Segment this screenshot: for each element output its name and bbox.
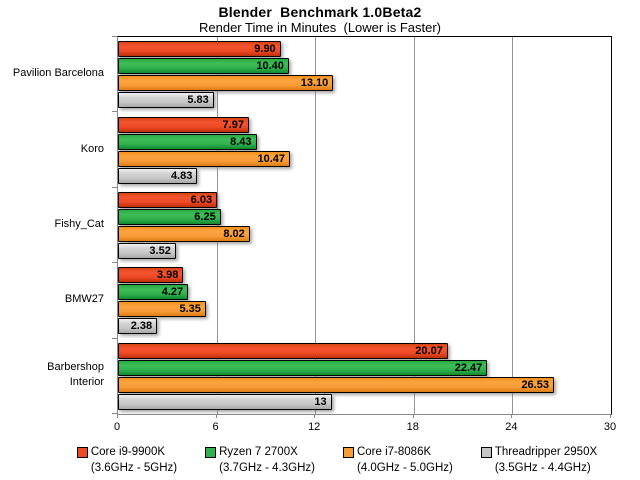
x-axis-label: 30 [603, 421, 617, 433]
bar-value-label: 5.35 [179, 303, 201, 316]
x-axis-label: 24 [505, 421, 518, 433]
x-axis-label: 6 [212, 421, 219, 433]
legend-item-3: Threadripper 2950X (3.5GHz - 4.4GHz) [480, 444, 597, 476]
gridline-18 [413, 37, 415, 414]
legend-series-name: Threadripper 2950X [494, 446, 598, 458]
bar-value-label: 3.98 [156, 269, 179, 282]
x-axis-label: 18 [406, 421, 419, 433]
legend-swatch [205, 447, 217, 458]
bar-series0-cat2: 6.03 [118, 192, 218, 208]
legend-series-name: Core i9-9900K [90, 446, 166, 458]
bar-series1-cat2: 6.25 [118, 209, 221, 225]
bar-value-label: 13 [314, 395, 327, 408]
bar-series3-cat2: 3.52 [118, 243, 176, 259]
legend-series-clocks: (3.6GHz - 5GHz) [90, 462, 178, 475]
bar-value-label: 13.10 [300, 76, 329, 89]
legend-text: Ryzen 7 2700X (3.7GHz - 4.3GHz) [219, 444, 315, 476]
bar-value-label: 4.27 [161, 286, 184, 299]
legend-series-clocks: (3.5GHz - 4.4GHz) [494, 462, 591, 475]
bar-series3-cat3: 2.38 [118, 318, 158, 335]
y-axis-tick [112, 262, 117, 264]
bar-series1-cat0: 10.40 [118, 58, 289, 75]
x-axis-tick [610, 414, 611, 418]
legend-series-clocks: (4.0GHz - 5.0GHz) [356, 462, 453, 475]
bar-series2-cat0: 13.10 [118, 75, 334, 92]
bar-series2-cat1: 10.47 [118, 150, 291, 167]
bar-series3-cat0: 5.83 [118, 92, 214, 109]
bar-series1-cat3: 4.27 [118, 284, 189, 301]
bar-value-label: 9.90 [254, 42, 276, 55]
bar-series2-cat4: 26.53 [118, 376, 554, 393]
legend-text: Core i7-8086K (4.0GHz - 5.0GHz) [357, 444, 453, 476]
legend: Core i9-9900K (3.6GHz - 5GHz) Ryzen 7 2700… [37, 444, 637, 476]
x-axis-tick [314, 414, 316, 418]
x-axis: 0 6 12 18 24 30 [113, 414, 616, 440]
y-axis-tick [112, 111, 117, 113]
bar-value-label: 10.40 [256, 59, 284, 72]
bar-series0-cat0: 9.90 [118, 41, 281, 58]
category-label: Koro [80, 142, 104, 155]
bar-value-label: 4.83 [170, 169, 193, 182]
x-axis-label: 0 [113, 421, 121, 433]
legend-item-2: Core i7-8086K (4.0GHz - 5.0GHz) [342, 444, 453, 476]
bar-series2-cat3: 5.35 [118, 301, 206, 318]
legend-text: Threadripper 2950X (3.5GHz - 4.4GHz) [495, 444, 597, 476]
bar-value-label: 7.97 [222, 118, 244, 131]
bar-value-label: 22.47 [454, 361, 483, 374]
gridline-12 [315, 37, 317, 414]
bar-value-label: 8.43 [230, 135, 252, 148]
bar-value-label: 20.07 [415, 344, 443, 357]
bar-series0-cat4: 20.07 [118, 342, 448, 359]
bar-value-label: 10.47 [257, 152, 286, 165]
legend-item-1: Ryzen 7 2700X (3.7GHz - 4.3GHz) [205, 444, 315, 476]
bar-series1-cat4: 22.47 [118, 359, 488, 376]
legend-swatch [342, 447, 354, 458]
bar-value-label: 2.38 [130, 320, 153, 333]
bar-value-label: 6.03 [190, 193, 213, 206]
x-axis-label: 12 [308, 421, 321, 433]
bar-series3-cat4: 13 [118, 393, 332, 410]
plot-area: 9.90 10.40 13.10 5.83 7.97 8.43 10.47 4.83 6.03 6… [117, 36, 612, 415]
category-label: Pavilion Barcelona [12, 67, 104, 80]
bar-value-label: 26.53 [521, 378, 549, 391]
y-axis-category-labels: Pavilion Barcelona Koro Fishy_Cat BMW27 Barb… [2, 36, 110, 413]
gridline-6 [216, 37, 218, 414]
x-axis-tick [117, 414, 118, 418]
bar-series2-cat2: 8.02 [118, 226, 250, 242]
legend-swatch [480, 447, 492, 458]
legend-series-name: Ryzen 7 2700X [219, 446, 298, 458]
bar-value-label: 5.83 [187, 93, 209, 106]
y-axis-tick [112, 413, 117, 414]
legend-text: Core i9-9900K (3.6GHz - 5GHz) [91, 444, 177, 476]
x-axis-tick [412, 414, 414, 418]
bar-value-label: 6.25 [194, 210, 216, 223]
legend-series-name: Core i7-8086K [356, 446, 432, 458]
legend-series-clocks: (3.7GHz - 4.3GHz) [219, 462, 315, 475]
y-axis-tick [112, 337, 117, 339]
x-axis-tick [511, 414, 513, 418]
bar-value-label: 3.52 [149, 244, 171, 257]
bar-value-label: 8.02 [223, 227, 245, 240]
y-axis-ticks [112, 36, 117, 414]
category-label: Barbershop Interior [47, 361, 104, 389]
chart-subtitle: Render Time in Minutes (Lower is Faster) [198, 20, 442, 35]
bar-series0-cat3: 3.98 [118, 267, 184, 284]
legend-item-0: Core i9-9900K (3.6GHz - 5GHz) [76, 444, 177, 476]
category-label: Fishy_Cat [54, 218, 104, 231]
x-axis-tick [215, 414, 217, 418]
legend-swatch [76, 447, 88, 458]
bar-series1-cat1: 8.43 [118, 133, 257, 150]
y-axis-tick [112, 36, 117, 37]
bar-series3-cat1: 4.83 [118, 167, 198, 184]
y-axis-tick [112, 186, 117, 188]
category-label: BMW27 [64, 293, 104, 306]
gridline-24 [512, 37, 514, 414]
bar-series0-cat1: 7.97 [118, 116, 249, 133]
chart-title: Blender Benchmark 1.0Beta2 [218, 4, 422, 20]
